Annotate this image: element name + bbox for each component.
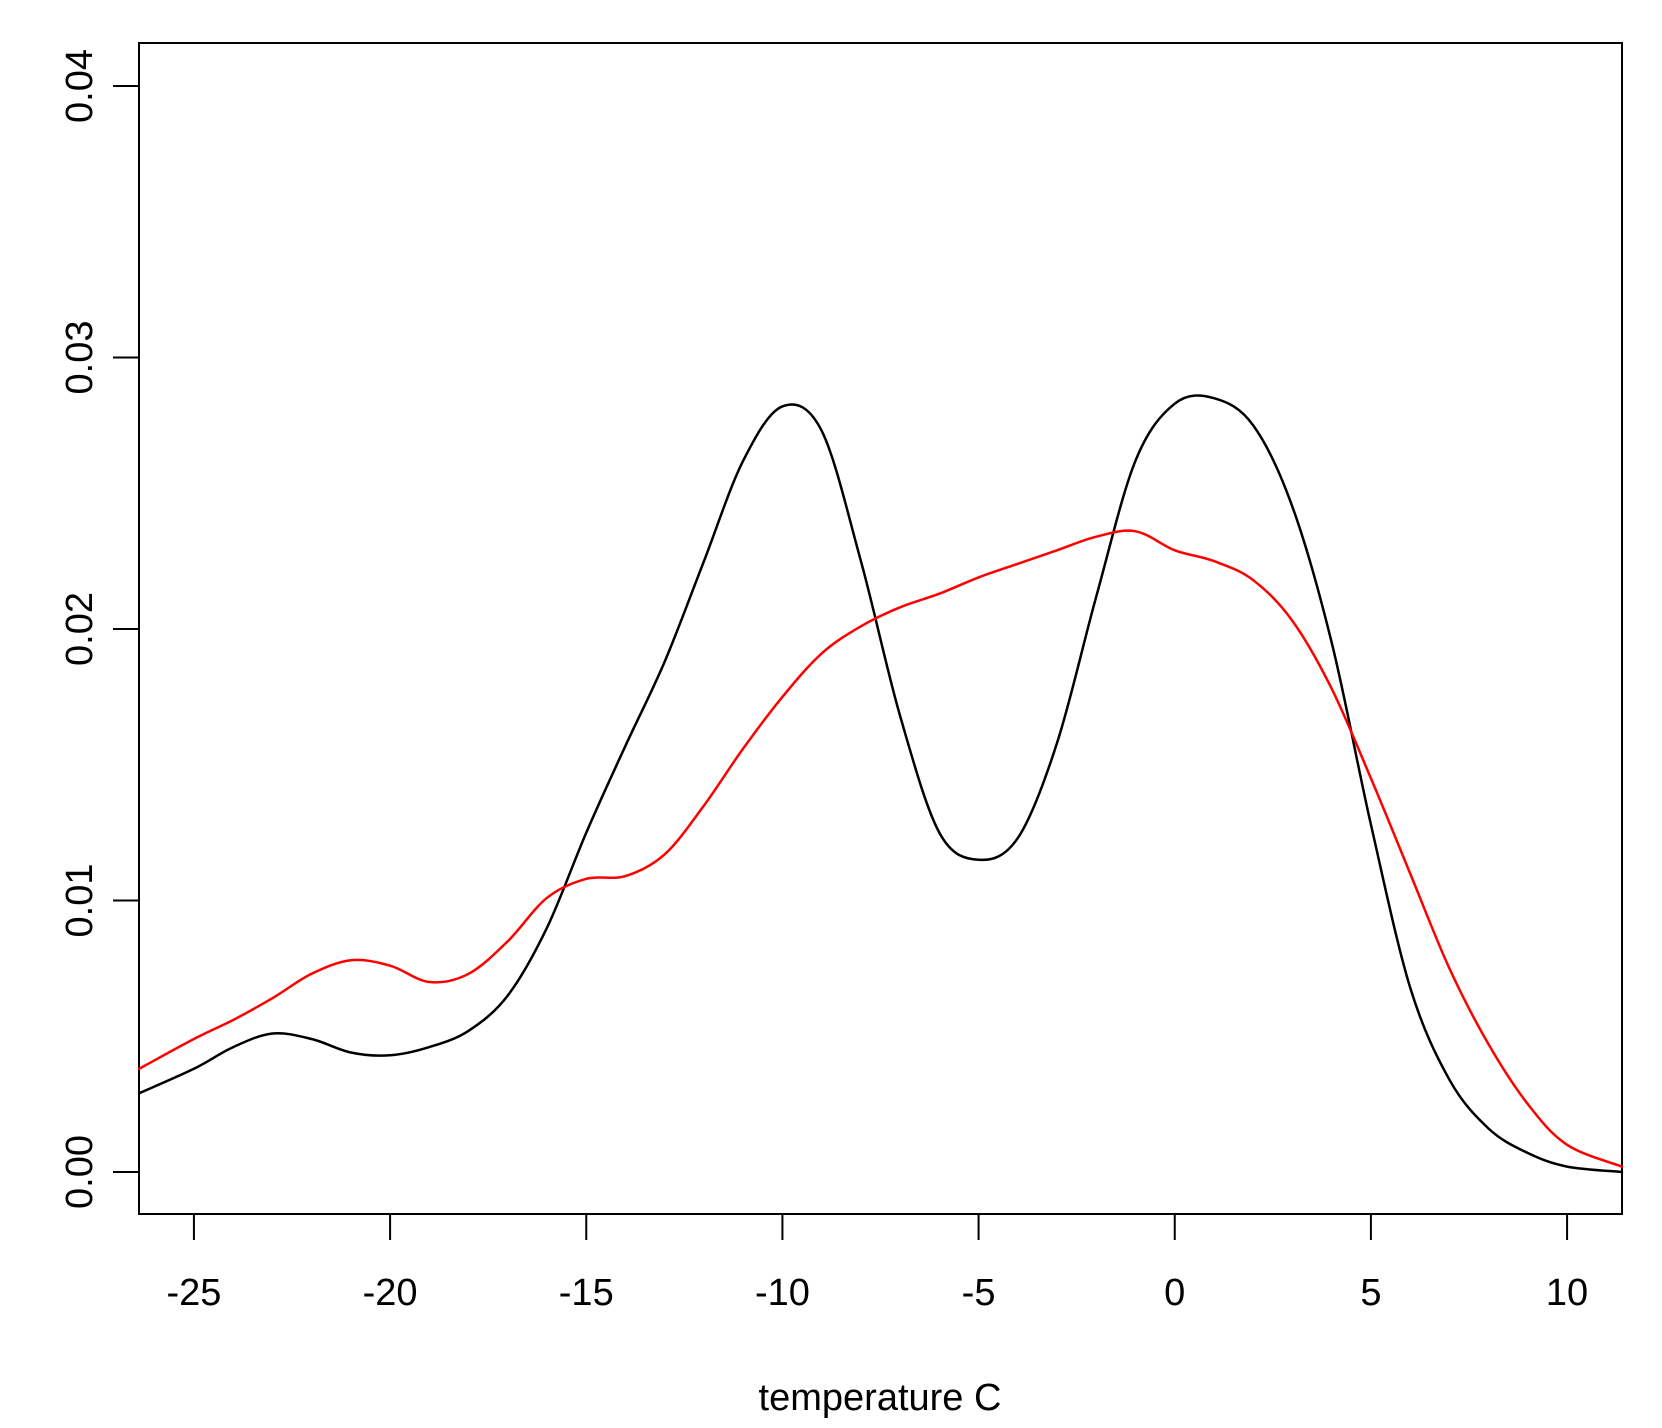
y-tick-label: 0.00 xyxy=(59,1135,101,1209)
y-tick-label: 0.04 xyxy=(59,49,101,123)
series-line-red xyxy=(137,529,1624,1168)
y-tick-label: 0.02 xyxy=(59,592,101,666)
x-tick-label: -20 xyxy=(363,1272,418,1314)
x-tick-label: 0 xyxy=(1164,1272,1185,1314)
x-axis: -25 -20 -15 -10 -5 0 5 10 xyxy=(166,1213,1588,1314)
y-tick-label: 0.01 xyxy=(59,864,101,938)
x-axis-label: temperature C xyxy=(759,1377,1002,1419)
x-tick-label: -10 xyxy=(755,1272,810,1314)
y-tick-label: 0.03 xyxy=(59,321,101,395)
x-tick-label: 10 xyxy=(1546,1272,1588,1314)
x-tick-label: 5 xyxy=(1360,1272,1381,1314)
x-tick-label: -5 xyxy=(962,1272,996,1314)
x-tick-label: -15 xyxy=(559,1272,614,1314)
plot-frame xyxy=(138,42,1623,1215)
y-axis: 0.00 0.01 0.02 0.03 0.04 xyxy=(59,49,140,1209)
series-line-black xyxy=(137,394,1624,1174)
series-layer xyxy=(137,394,1624,1174)
x-tick-label: -25 xyxy=(166,1272,221,1314)
